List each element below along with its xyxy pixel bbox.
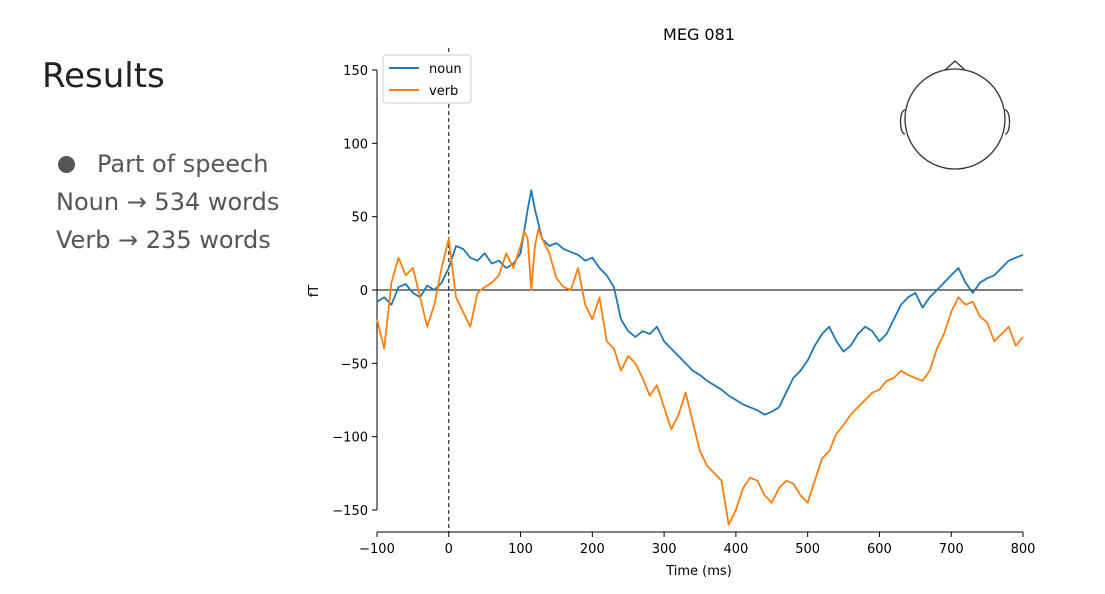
- series-line-verb: [376, 227, 1024, 526]
- x-tick-label: 800: [1011, 542, 1036, 557]
- x-axis-label: Time (ms): [665, 564, 732, 579]
- bullet-list: Part of speech Noun → 534 words Verb → 2…: [56, 145, 279, 259]
- head-left-ear: [899, 109, 906, 135]
- noun-count-line: Noun → 534 words: [56, 188, 280, 216]
- chart-axes: −100 0 100 200 300 400 500 600 700 800−150−100−50…: [332, 48, 1035, 557]
- verb-count-line: Verb → 235 words: [56, 226, 271, 254]
- bullet-dot-icon: [58, 155, 75, 173]
- y-tick-label: 150: [343, 64, 368, 79]
- legend-label-verb: verb: [429, 84, 458, 99]
- sensor-head-icon: [899, 60, 1011, 170]
- bullet-text: Part of speech: [97, 150, 269, 178]
- x-tick-label: 500: [795, 542, 820, 557]
- y-tick-label: −50: [341, 357, 368, 372]
- x-tick-label: 700: [939, 542, 964, 557]
- head-right-ear: [1004, 109, 1011, 135]
- x-tick-label: 300: [652, 542, 677, 557]
- y-tick-label: −150: [332, 504, 368, 519]
- chart-legend: noun verb: [382, 54, 472, 104]
- y-tick-label: −100: [332, 431, 368, 446]
- chart-series: [376, 189, 1024, 526]
- y-axis-label: fT: [307, 285, 322, 298]
- y-tick-label: 0: [360, 284, 368, 299]
- x-tick-label: 0: [445, 542, 453, 557]
- x-tick-label: 200: [580, 542, 605, 557]
- legend-label-noun: noun: [429, 62, 462, 77]
- x-tick-label: 400: [723, 542, 748, 557]
- chart-title: MEG 081: [663, 25, 735, 44]
- slide-title: Results: [42, 56, 165, 96]
- head-nose: [944, 60, 966, 71]
- x-tick-label: −100: [359, 542, 395, 557]
- x-tick-label: 100: [508, 542, 533, 557]
- bullet-item: Part of speech: [56, 145, 279, 183]
- series-line-noun: [376, 189, 1024, 416]
- y-tick-label: 100: [343, 137, 368, 152]
- head-outline: [904, 68, 1006, 170]
- x-tick-label: 600: [867, 542, 892, 557]
- y-tick-label: 50: [351, 211, 368, 226]
